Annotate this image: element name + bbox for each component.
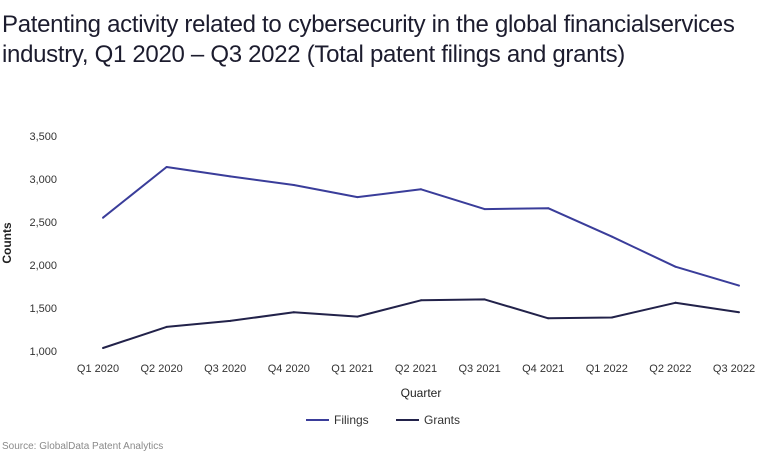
x-tick-label: Q1 2021 (331, 363, 373, 375)
data-point-filings (420, 188, 422, 191)
y-tick-label: 2,000 (29, 260, 57, 272)
data-point-grants (674, 301, 677, 304)
x-tick-label: Q4 2020 (268, 363, 310, 375)
x-tick-label: Q3 2022 (713, 363, 755, 375)
data-point-filings (610, 235, 613, 238)
data-point-grants (610, 316, 613, 319)
data-point-grants (483, 298, 486, 301)
data-point-filings (102, 216, 104, 219)
data-point-filings (165, 166, 168, 168)
data-point-filings (738, 284, 740, 287)
x-tick-label: Q1 2022 (586, 363, 628, 375)
y-tick-label: 1,500 (29, 303, 57, 315)
legend-label-grants: Grants (424, 413, 460, 427)
legend-label-filings: Filings (334, 413, 369, 427)
y-tick-label: 2,500 (29, 217, 57, 229)
data-point-filings (483, 208, 486, 211)
x-axis-ticks: Q1 2020 Q2 2020 Q3 2020 Q4 2020 Q1 2021 Q2 20… (77, 363, 755, 375)
data-point-grants (738, 311, 740, 314)
x-tick-label: Q1 2020 (77, 363, 119, 375)
data-point-filings (356, 196, 359, 199)
y-axis-ticks: 1,000 1,500 2,000 2,500 3,000 3,500 (29, 131, 57, 358)
data-point-grants (356, 315, 359, 318)
x-axis-title: Quarter (401, 386, 442, 400)
x-tick-label: Q3 2020 (204, 363, 246, 375)
x-tick-label: Q2 2021 (395, 363, 437, 375)
source-note: Source: GlobalData Patent Analytics (2, 441, 164, 452)
series-lines (102, 166, 740, 349)
data-point-grants (547, 317, 550, 320)
y-tick-label: 3,000 (29, 174, 57, 186)
data-point-filings (674, 265, 677, 268)
data-point-filings (229, 175, 232, 178)
data-point-grants (102, 347, 104, 349)
y-axis-title: Counts (0, 222, 14, 264)
y-tick-label: 1,000 (29, 346, 57, 358)
x-tick-label: Q4 2021 (522, 363, 564, 375)
y-tick-label: 3,500 (29, 131, 57, 143)
x-tick-label: Q3 2021 (458, 363, 500, 375)
data-point-grants (420, 299, 422, 302)
series-line-grants (102, 298, 740, 349)
x-tick-label: Q2 2020 (140, 363, 182, 375)
data-point-grants (165, 325, 168, 328)
data-point-grants (292, 311, 295, 314)
data-point-filings (292, 184, 295, 186)
legend: Filings Grants (306, 413, 460, 427)
data-point-grants (229, 319, 232, 322)
data-point-filings (547, 207, 550, 210)
chart-title: Patenting activity related to cybersecur… (2, 11, 735, 68)
x-tick-label: Q2 2022 (649, 363, 691, 375)
series-line-filings (102, 166, 740, 287)
